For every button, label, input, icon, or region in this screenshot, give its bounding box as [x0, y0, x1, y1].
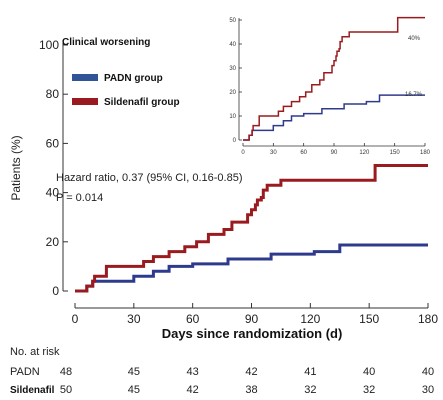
y-tick-label: 80 [46, 87, 60, 101]
legend: PADN group Sildenafil group [72, 73, 180, 108]
risk-value: 32 [304, 384, 316, 396]
y-axis-label: Patients (%) [9, 135, 23, 200]
risk-table: No. at risk PADN Sildenafil 48 45 43 42 41 40… [10, 346, 434, 396]
inset-axes: 0 10 20 30 40 50 0 30 60 90 120 150 180 [229, 18, 431, 156]
legend-label-padn: PADN group [104, 73, 163, 84]
y-tick-label: 0 [52, 284, 59, 298]
series-line-sildenafil [75, 164, 428, 293]
risk-values: 48 45 43 42 41 40 40 50 45 42 38 32 32 30 [60, 366, 434, 396]
inset-label-padn: 16.7% [405, 92, 423, 98]
risk-value: 48 [60, 366, 72, 378]
x-tick-label: 90 [245, 312, 259, 326]
inset-y-tick-label: 0 [233, 138, 237, 144]
inset-line-padn [243, 94, 425, 141]
legend-swatch-sildenafil [72, 98, 98, 105]
inset-x-tick-label: 90 [331, 150, 338, 156]
legend-swatch-padn [72, 74, 98, 81]
y-tick-label: 60 [46, 136, 60, 150]
risk-row-label-sildenafil: Sildenafil [10, 385, 55, 396]
chart-title: Clinical worsening [62, 37, 150, 48]
risk-value: 43 [187, 366, 199, 378]
inset-x-tick-label: 60 [300, 150, 307, 156]
x-tick-label: 150 [359, 312, 379, 326]
y-tick-label: 20 [46, 235, 60, 249]
inset-x-tick-label: 0 [241, 150, 245, 156]
x-axis-label: Days since randomization (d) [162, 326, 343, 341]
inset-y-tick-label: 50 [229, 18, 236, 24]
inset-y-tick-label: 40 [229, 42, 236, 48]
inset-x-tick-label: 180 [420, 150, 431, 156]
inset-y-tick-label: 20 [229, 90, 236, 96]
inset-line-sildenafil [243, 16, 425, 141]
risk-value: 42 [245, 366, 257, 378]
x-tick-label: 120 [300, 312, 320, 326]
risk-value: 40 [422, 366, 434, 378]
x-tick-label: 0 [72, 312, 79, 326]
risk-value: 30 [422, 384, 434, 396]
risk-value: 40 [363, 366, 375, 378]
inset-x-tick-label: 30 [270, 150, 277, 156]
x-tick-label: 180 [418, 312, 438, 326]
x-tick-label: 30 [127, 312, 141, 326]
risk-value: 42 [187, 384, 199, 396]
risk-value: 45 [128, 366, 140, 378]
inset-label-sildenafil: 40% [408, 36, 421, 42]
main-series [75, 164, 428, 293]
risk-value: 32 [363, 384, 375, 396]
y-tick-label: 40 [46, 186, 60, 200]
risk-table-header: No. at risk [10, 346, 60, 358]
p-value-text: P = 0.014 [56, 192, 103, 204]
risk-row-label-padn: PADN [10, 366, 40, 378]
inset-series [243, 16, 425, 141]
inset-y-tick-label: 10 [229, 114, 236, 120]
y-tick-label: 100 [39, 38, 59, 52]
risk-value: 41 [304, 366, 316, 378]
series-line-padn [75, 243, 428, 293]
legend-label-sildenafil: Sildenafil group [104, 97, 180, 108]
risk-value: 38 [245, 384, 257, 396]
risk-value: 50 [60, 384, 72, 396]
inset-y-tick-label: 30 [229, 66, 236, 72]
hazard-ratio-text: Hazard ratio, 0.37 (95% CI, 0.16-0.85) [56, 172, 242, 184]
x-tick-label: 60 [186, 312, 200, 326]
inset-x-tick-label: 120 [359, 150, 370, 156]
risk-value: 45 [128, 384, 140, 396]
inset-x-tick-label: 150 [390, 150, 401, 156]
